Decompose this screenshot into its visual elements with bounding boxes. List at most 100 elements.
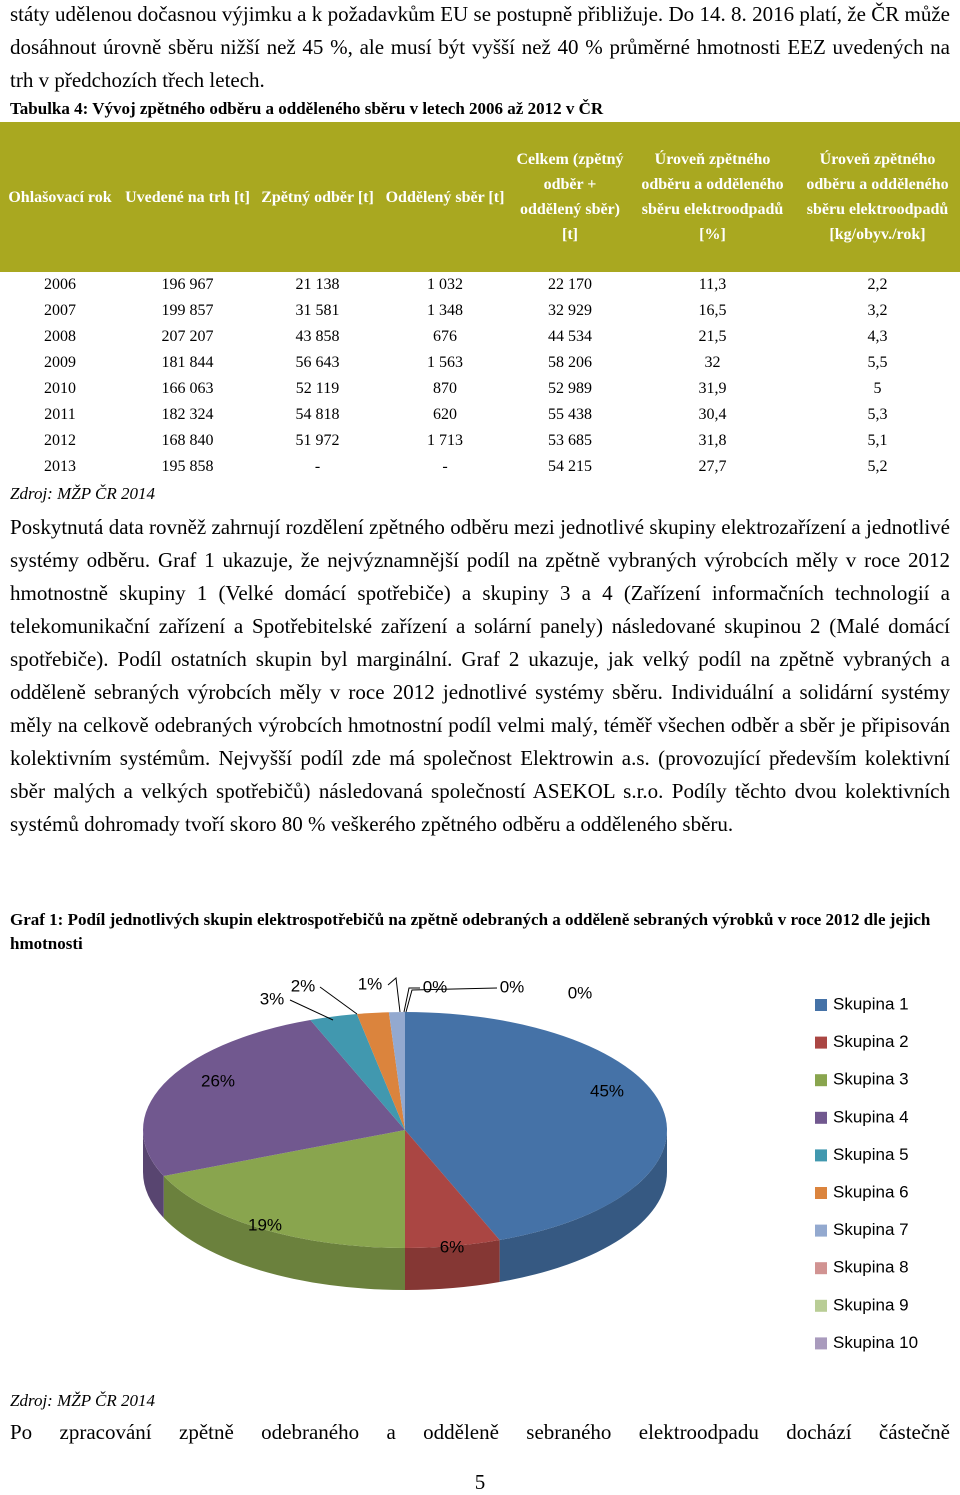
table-cell: 1 713: [427, 432, 463, 449]
closing-paragraph: Po zpracování zpětně odebraného a odděle…: [10, 1420, 950, 1444]
table-cell: 5,3: [867, 406, 888, 423]
slice: [405, 1130, 500, 1248]
legend-label: Skupina 3: [833, 1070, 909, 1089]
table-row: 2011 182 324 54 818 620 55 438 30,4 5,3: [0, 402, 960, 428]
data-label: 0%: [568, 983, 593, 1002]
legend-label: Skupina 10: [833, 1333, 918, 1352]
slice-side: [163, 1175, 405, 1290]
table-cell: 3,2: [867, 302, 888, 319]
table-cell: 22 170: [548, 276, 592, 293]
table-cell: 207 207: [161, 328, 214, 345]
table-cell: 31,8: [698, 432, 727, 449]
table-cell: 1 348: [427, 302, 463, 319]
table-cell: 2,2: [867, 276, 888, 293]
table-cell: -: [314, 458, 321, 475]
legend-swatch: [815, 999, 827, 1011]
table-row: 2009 181 844 56 643 1 563 58 206 32 5,5: [0, 350, 960, 376]
leader-line: [387, 976, 401, 1013]
legend-swatch: [815, 1187, 827, 1199]
table-row: 2010 166 063 52 119 870 52 989 31,9 5: [0, 376, 960, 402]
legend-label: Skupina 7: [833, 1220, 909, 1239]
slice: [163, 1130, 405, 1248]
table-row: 2013 195 858 - - 54 215 27,7 5,2: [0, 454, 960, 480]
table-caption: Tabulka 4: Vývoj zpětného odběru a odděl…: [10, 99, 604, 118]
table-cell: 870: [433, 380, 457, 397]
table-cell: 5: [873, 380, 882, 397]
table-cell: 31 581: [295, 302, 340, 319]
table-cell: 21,5: [698, 328, 727, 345]
data-label: 2%: [291, 976, 316, 995]
table-row: 2008 207 207 43 858 676 44 534 21,5 4,3: [0, 324, 960, 350]
legend-swatch: [815, 1299, 827, 1312]
data-label: 19%: [248, 1215, 282, 1234]
slice: [356, 1012, 405, 1130]
table-cell: 2011: [44, 406, 76, 423]
table-cell: 11,3: [698, 276, 727, 293]
data-label: 45%: [590, 1081, 624, 1100]
table-cell: 1 032: [427, 276, 463, 293]
table-cell: 32: [704, 354, 721, 371]
table-cell: 53 685: [548, 432, 592, 449]
slice: [388, 1012, 405, 1130]
data-label: 1%: [358, 974, 383, 993]
table-cell: 676: [433, 328, 457, 345]
data-label: 26%: [201, 1071, 235, 1090]
table-cell: 196 967: [161, 276, 214, 293]
table-cell: 5,5: [867, 354, 888, 371]
table-cell: 54 818: [295, 406, 340, 423]
legend-swatch: [815, 1337, 827, 1350]
header-cell: Úroveň zpětného odběru a odděleného sběr…: [795, 122, 960, 272]
data-label: 6%: [440, 1237, 465, 1256]
table-cell: 195 858: [161, 458, 214, 475]
table-cell: 55 438: [548, 406, 592, 423]
legend-label: Skupina 4: [833, 1107, 909, 1126]
table-source: Zdroj: MŽP ČR 2014: [10, 484, 155, 503]
chart-title: Graf 1: Podíl jednotlivých skupin elektr…: [10, 910, 931, 953]
table-cell: 32 929: [548, 302, 592, 319]
table-cell: 31,9: [698, 380, 727, 397]
table-cell: 168 840: [161, 432, 214, 449]
table-cell: 199 857: [161, 302, 214, 319]
table-cell: -: [442, 458, 448, 475]
data-label: 3%: [260, 989, 285, 1008]
table-cell: 58 206: [548, 354, 592, 371]
table-cell: 2007: [44, 302, 76, 319]
slice-side: [143, 1130, 164, 1218]
legend-swatch: [815, 1224, 827, 1237]
table-cell: 166 063: [161, 380, 214, 397]
table-cell: 2012: [44, 432, 76, 449]
legend-swatch: [815, 1036, 827, 1049]
header-cell: Úroveň zpětného odběru a odděleného sběr…: [630, 122, 795, 272]
data-label: 0%: [423, 977, 448, 996]
table-cell: 1 563: [427, 354, 463, 371]
slice-side: [405, 1240, 500, 1290]
slice: [310, 1014, 405, 1130]
data-label: 0%: [500, 977, 525, 996]
leader-line: [319, 986, 358, 1015]
slice: [405, 1012, 668, 1241]
table-row: 2006 196 967 21 138 1 032 22 170 11,3 2,2: [0, 272, 960, 298]
table-cell: 44 534: [548, 328, 592, 345]
legend-label: Skupina 6: [833, 1182, 909, 1201]
table-cell: 2009: [44, 354, 76, 371]
leader-line: [405, 987, 498, 1013]
legend-label: Skupina 2: [833, 1032, 909, 1051]
header-cell: Celkem (zpětný odběr + oddělený sběr) [t…: [510, 122, 630, 272]
header-row: Ohlašovací rok Uvedené na trh [t] Zpětný o…: [0, 122, 960, 272]
table-cell: 51 972: [295, 432, 340, 449]
slice-side: [499, 1130, 667, 1283]
table-cell: 620: [433, 406, 457, 423]
table-cell: 16,5: [698, 302, 727, 319]
page-number: 5: [474, 1470, 486, 1494]
intro-paragraph: státy udělenou dočasnou výjimku a k poža…: [10, 2, 950, 92]
table-row: 2007 199 857 31 581 1 348 32 929 16,5 3,2: [0, 298, 960, 324]
header-cell: Uvedené na trh [t]: [120, 122, 255, 272]
table-cell: 2008: [44, 328, 76, 345]
header-cell: Ohlašovací rok: [0, 122, 120, 272]
pie-chart: 45% 6% 19% 26% 3% 2% 1% 0% 0% 0% Skupina 1 Skupina …: [142, 974, 918, 1352]
slice: [142, 1019, 405, 1176]
table-cell: 27,7: [698, 458, 727, 475]
legend-label: Skupina 9: [833, 1295, 909, 1314]
legend-swatch: [815, 1262, 827, 1275]
